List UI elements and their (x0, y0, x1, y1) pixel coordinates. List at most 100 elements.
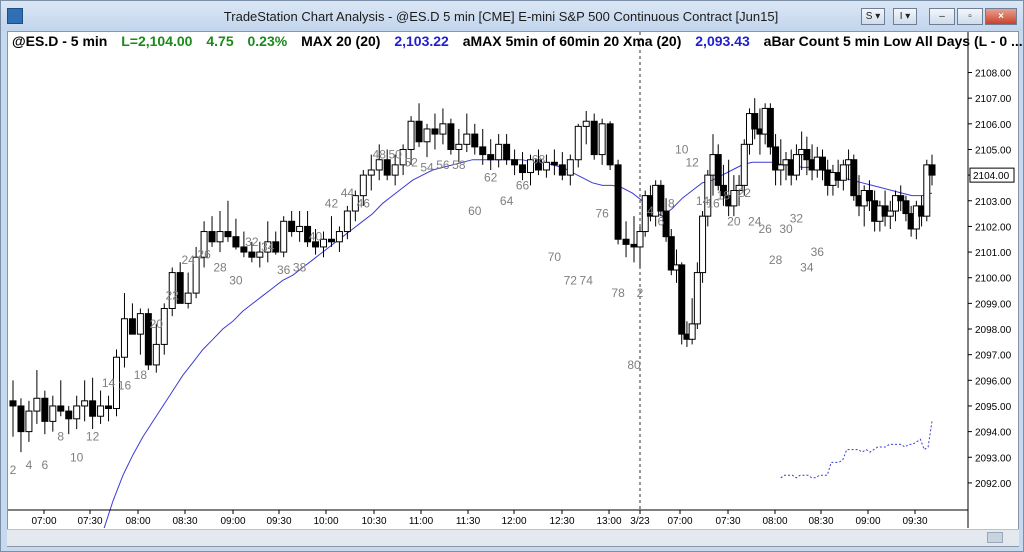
down-bar (431, 128, 439, 135)
bar-count-label: 12 (685, 155, 699, 169)
bar-count-label: 20 (150, 317, 164, 331)
chart-area[interactable]: 2 4 6 8 10 12 14 16 18 20 22 24 26 28 30 32 34 36 38 40 42 44… (7, 31, 1023, 547)
bar-count-label: 80 (627, 358, 641, 372)
up-bar (152, 343, 160, 366)
bar-count-label: 52 (404, 155, 418, 169)
up-bar (81, 400, 89, 407)
down-bar (9, 400, 17, 407)
bar-count-label: 24 (748, 214, 762, 228)
price-tick-label: 2099.00 (975, 299, 1012, 310)
last-price-box (969, 167, 1015, 183)
down-bar (17, 405, 25, 433)
bar-count-label: 18 (134, 368, 148, 382)
up-bar (351, 195, 359, 212)
down-bar (772, 146, 780, 171)
price-axis: 2108.00 2107.00 2106.00 2105.00 2104.00 2103.… (967, 32, 1015, 528)
bar-count-label: 76 (595, 207, 609, 221)
bar-count-label: 10 (70, 450, 84, 464)
bar-count-label: 14 (696, 194, 710, 208)
up-bar (704, 174, 712, 217)
minimize-button[interactable]: – (929, 8, 955, 25)
up-bar (335, 231, 343, 243)
up-bar (699, 215, 707, 274)
i-menu-button[interactable]: I ▾ (893, 8, 917, 25)
bar-count-label: 16 (706, 196, 720, 210)
down-bar (519, 164, 527, 174)
legend-ind1-name: MAX 20 (20) (301, 33, 381, 49)
up-bar (160, 307, 168, 345)
down-bar (41, 397, 49, 422)
price-tick-label: 2102.00 (975, 222, 1012, 233)
time-tick-label: 11:30 (456, 516, 481, 527)
down-bar (89, 400, 97, 417)
up-bar (792, 154, 800, 176)
time-tick-label: 13:00 (596, 516, 621, 527)
bar-count-label: 48 (373, 148, 387, 162)
up-bar (439, 123, 447, 135)
horizontal-scrollbar[interactable] (7, 529, 1019, 546)
price-tick-label: 2094.00 (975, 428, 1012, 439)
legend-ind3-name: aBar Count 5 min Low All Days (L - 0 ... (763, 33, 1023, 49)
restore-button[interactable]: ▫ (957, 8, 983, 25)
bar-count-label: 30 (229, 273, 243, 287)
legend-last: L=2,104.00 (121, 33, 193, 49)
bar-count-label: 42 (325, 196, 339, 210)
up-bar (320, 238, 327, 248)
up-bar (407, 120, 415, 150)
up-bar (598, 123, 606, 156)
up-bar (359, 174, 367, 197)
legend-change: 4.75 (206, 33, 234, 49)
down-bar (144, 313, 152, 366)
up-bar (216, 231, 224, 243)
bar-count-label: 16 (118, 378, 132, 392)
down-bar (447, 123, 455, 150)
bar-count-label: 40 (309, 230, 323, 244)
price-tick-label: 2105.00 (975, 145, 1012, 156)
down-bar (240, 246, 248, 253)
down-bar (65, 410, 73, 420)
bar-count-label: 4 (26, 458, 33, 472)
time-tick-label: 09:30 (902, 516, 927, 527)
close-button[interactable]: × (985, 8, 1017, 25)
up-bar (200, 231, 208, 258)
down-bar (232, 236, 240, 248)
up-bar (777, 164, 785, 171)
up-bar (495, 143, 503, 161)
app-icon (7, 8, 23, 24)
up-bar (136, 313, 144, 335)
price-tick-label: 2103.00 (975, 197, 1012, 208)
up-bar (375, 159, 383, 171)
bar-count-label: 60 (468, 204, 482, 218)
bar-count-label: 4 (647, 204, 654, 218)
ema-line (103, 159, 933, 528)
up-bar (423, 128, 431, 143)
bar-count-label: 26 (197, 248, 211, 262)
up-bar (168, 272, 176, 309)
down-bar (550, 161, 558, 166)
price-tick-label: 2100.00 (975, 274, 1012, 285)
bar-count-label: 34 (800, 260, 814, 274)
up-bar (296, 225, 304, 233)
down-bar (312, 241, 320, 248)
up-bar (463, 133, 471, 145)
price-tick-label: 2098.00 (975, 325, 1012, 336)
s-menu-button[interactable]: S ▾ (861, 8, 885, 25)
bar-count-label: 22 (166, 289, 180, 303)
time-tick-label: 09:00 (220, 516, 245, 527)
down-bar (272, 241, 280, 253)
bar-count-label: 74 (580, 273, 594, 287)
bar-count-label: 66 (516, 178, 530, 192)
bar-count-label: 28 (769, 253, 783, 267)
up-bar (582, 120, 590, 127)
down-bar (128, 318, 136, 335)
up-bar (740, 143, 748, 186)
up-bar (73, 405, 81, 420)
time-tick-label: 08:00 (125, 516, 150, 527)
bar-count-label: 64 (500, 194, 514, 208)
scrollbar-thumb[interactable] (987, 532, 1003, 543)
down-bar (248, 251, 256, 258)
bar-count-label: 72 (564, 273, 578, 287)
bar-count-label: 8 (57, 430, 64, 444)
